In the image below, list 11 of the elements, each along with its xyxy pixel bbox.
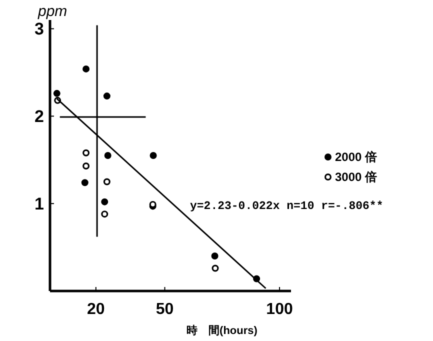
- annotation: y=2.23-0.022x n=10 r=-.806**: [190, 200, 384, 213]
- legend-label: 3000 倍: [335, 170, 378, 184]
- y-tick-label: 1: [34, 194, 44, 214]
- x-tick-label: 20: [87, 301, 105, 318]
- y-axis-title: ppm: [37, 3, 68, 20]
- x-tick-label: 100: [266, 301, 293, 318]
- y-tick-label: 3: [34, 20, 44, 39]
- y-tick-label: 2: [34, 107, 44, 126]
- x-tick-label: 50: [156, 301, 174, 318]
- legend-label: 2000 倍: [335, 150, 378, 164]
- x-axis-title: 時 間(hours): [186, 324, 258, 337]
